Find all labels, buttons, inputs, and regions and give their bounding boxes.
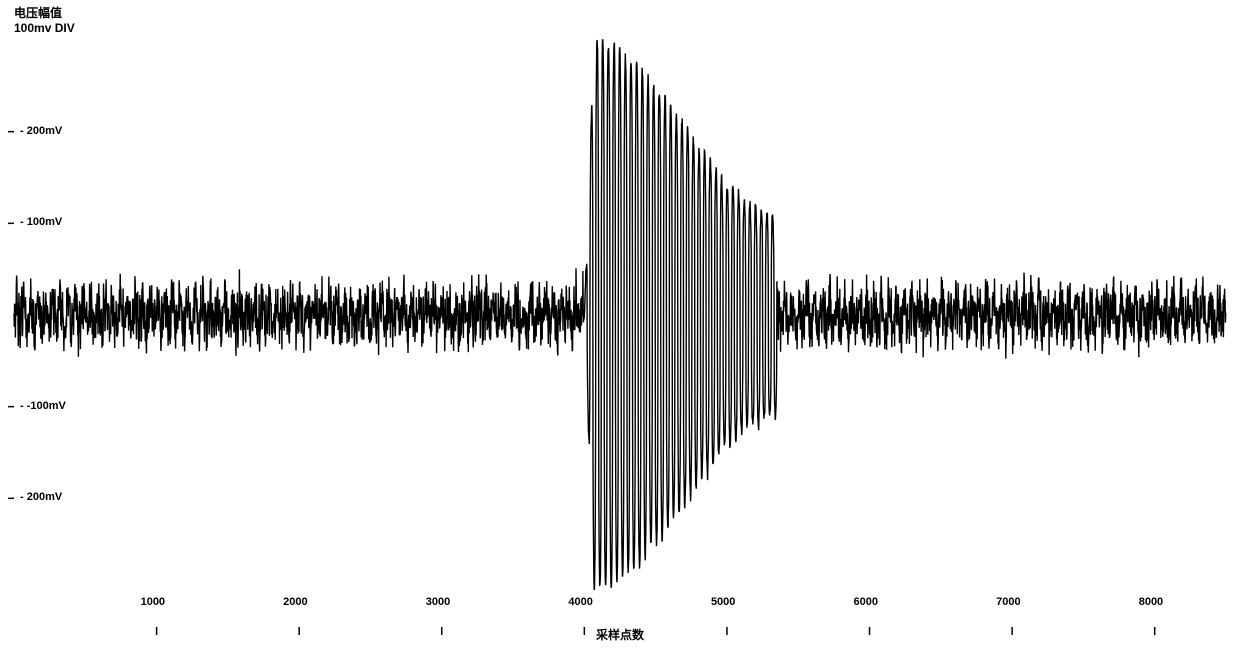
title-line-1: 电压幅值: [14, 6, 75, 21]
x-tick-label: 7000: [996, 596, 1020, 608]
x-tick-label: 6000: [854, 596, 878, 608]
x-tick-label: 4000: [568, 596, 592, 608]
y-axis-title: 电压幅值 100mv DIV: [14, 6, 75, 36]
y-tick-label: - 200mV: [20, 491, 62, 503]
waveform-trace: [14, 40, 1226, 590]
y-tick-label: - 200mV: [20, 125, 62, 137]
oscilloscope-chart: 电压幅值 100mv DIV 采样点数 - 200mV - 100mV - -1…: [0, 0, 1240, 649]
x-tick-label: 1000: [141, 596, 165, 608]
x-tick-label: 2000: [283, 596, 307, 608]
y-axis-ticks: [8, 132, 14, 499]
x-tick-label: 8000: [1139, 596, 1163, 608]
x-tick-label: 5000: [711, 596, 735, 608]
waveform-plot: [0, 0, 1240, 649]
y-tick-label: - 100mV: [20, 216, 62, 228]
x-tick-label: 3000: [426, 596, 450, 608]
y-tick-label: - -100mV: [20, 400, 66, 412]
x-axis-title: 采样点数: [0, 626, 1240, 643]
title-line-2: 100mv DIV: [14, 21, 75, 36]
